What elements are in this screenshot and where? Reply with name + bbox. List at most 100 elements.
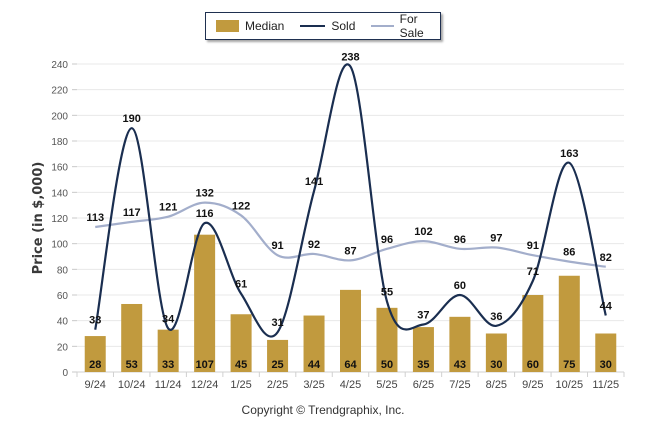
sold-line-swatch-icon xyxy=(300,25,326,27)
for-sale-data-label: 92 xyxy=(308,239,320,251)
bar-median xyxy=(449,316,471,372)
x-tick-label: 2/25 xyxy=(267,379,288,391)
median-swatch-icon xyxy=(216,20,239,32)
sold-data-label: 238 xyxy=(341,52,359,64)
x-tick-label: 5/25 xyxy=(376,379,397,391)
bar-median xyxy=(267,339,289,372)
x-tick-label: 12/24 xyxy=(191,379,219,391)
x-tick-label: 9/24 xyxy=(85,379,106,391)
median-data-label: 50 xyxy=(381,359,393,371)
sold-data-label: 190 xyxy=(123,113,141,125)
bar-median xyxy=(485,333,507,372)
median-data-label: 25 xyxy=(271,359,283,371)
bar-median xyxy=(84,336,106,372)
legend-label: For Sale xyxy=(399,12,424,40)
bar-median xyxy=(522,295,544,372)
x-tick-label: 9/25 xyxy=(522,379,543,391)
copyright-text: Copyright © Trendgraphix, Inc. xyxy=(241,403,405,417)
median-data-label: 30 xyxy=(490,359,502,371)
bar-median xyxy=(303,315,325,372)
for-sale-data-label: 96 xyxy=(454,234,466,246)
sold-data-label: 71 xyxy=(527,266,539,278)
median-data-label: 53 xyxy=(126,359,138,371)
x-tick-label: 6/25 xyxy=(413,379,434,391)
x-tick-label: 7/25 xyxy=(449,379,470,391)
for-sale-data-label: 86 xyxy=(563,247,575,259)
x-axis-ticks: 9/24 10/24 11/24 12/24 1/25 2/25 3/25 4/25 5/25 6… xyxy=(76,372,625,391)
bar-median xyxy=(376,307,398,372)
legend-item-for-sale[interactable]: For Sale xyxy=(365,12,440,40)
sold-data-label: 116 xyxy=(196,208,214,220)
x-tick-label: 1/25 xyxy=(230,379,251,391)
median-data-label: 45 xyxy=(235,359,247,371)
median-data-label: 64 xyxy=(344,359,357,371)
y-tick-label: 240 xyxy=(51,60,68,71)
for-sale-data-label: 102 xyxy=(414,226,432,238)
y-tick-label: 200 xyxy=(51,111,68,122)
x-tick-label: 10/24 xyxy=(118,379,146,391)
legend-item-median[interactable]: Median xyxy=(216,19,284,33)
y-tick-label: 180 xyxy=(51,137,68,148)
chart-legend: Median Sold For Sale xyxy=(205,12,441,40)
bar-median xyxy=(340,289,361,372)
for-sale-data-label: 97 xyxy=(490,233,502,245)
for-sale-line xyxy=(95,201,606,268)
for-sale-data-label: 117 xyxy=(123,207,141,219)
sold-data-label: 55 xyxy=(381,286,393,298)
y-tick-label: 220 xyxy=(51,86,68,97)
legend-label: Sold xyxy=(331,19,356,33)
sold-data-label: 44 xyxy=(600,301,613,313)
median-data-label: 33 xyxy=(162,359,174,371)
bar-median xyxy=(157,329,179,372)
sold-data-label: 37 xyxy=(417,310,429,322)
for-sale-data-label: 132 xyxy=(195,188,213,200)
x-tick-label: 8/25 xyxy=(486,379,507,391)
median-data-label: 44 xyxy=(308,359,321,371)
y-tick-label: 100 xyxy=(51,240,68,251)
sold-data-label: 33 xyxy=(89,315,101,327)
y-axis-label: Price (in $,000) xyxy=(31,162,46,275)
y-axis-ticks: 0 20 40 60 80 100 120 140 160 180 200 220 240 xyxy=(51,60,77,379)
bar-median xyxy=(230,314,252,372)
x-tick-label: 4/25 xyxy=(340,379,361,391)
sold-line xyxy=(94,63,607,338)
sold-data-label: 31 xyxy=(271,317,283,329)
for-sale-data-label: 82 xyxy=(600,252,612,264)
y-tick-label: 80 xyxy=(57,265,69,276)
median-data-label: 107 xyxy=(195,359,213,371)
legend-item-sold[interactable]: Sold xyxy=(294,19,355,33)
median-data-label: 75 xyxy=(563,359,575,371)
x-tick-label: 3/25 xyxy=(303,379,324,391)
y-tick-label: 120 xyxy=(51,214,68,225)
for-sale-data-label: 121 xyxy=(159,202,177,214)
bar-median xyxy=(558,275,580,372)
for-sale-data-label: 122 xyxy=(232,200,250,212)
y-tick-label: 0 xyxy=(62,368,68,379)
sold-data-label: 163 xyxy=(560,148,578,160)
bar-median xyxy=(121,303,143,372)
for-sale-data-label: 91 xyxy=(527,240,539,252)
x-tick-label: 11/25 xyxy=(592,379,619,391)
for-sale-data-label: 96 xyxy=(381,234,393,246)
gridlines xyxy=(77,63,624,373)
y-tick-label: 20 xyxy=(57,342,69,353)
for-sale-data-label: 87 xyxy=(344,245,356,257)
median-data-label: 28 xyxy=(89,359,101,371)
y-tick-label: 60 xyxy=(57,291,69,302)
bar-median xyxy=(595,333,617,372)
median-data-label: 60 xyxy=(527,359,539,371)
sold-data-label: 34 xyxy=(162,313,175,325)
bar-median xyxy=(194,234,216,372)
median-data-label: 30 xyxy=(600,359,612,371)
sold-data-label: 60 xyxy=(454,280,466,292)
y-tick-label: 40 xyxy=(57,317,69,328)
median-data-label: 35 xyxy=(417,359,429,371)
y-tick-label: 140 xyxy=(51,188,68,199)
sold-data-label: 36 xyxy=(490,311,502,323)
series-lines xyxy=(94,63,607,338)
data-labels: 28 53 33 107 45 25 44 64 50 35 43 30 60 75 30 33 190 34 11… xyxy=(86,52,612,371)
y-tick-label: 160 xyxy=(51,163,68,174)
sold-data-label: 141 xyxy=(305,176,323,188)
bar-median xyxy=(412,327,434,372)
